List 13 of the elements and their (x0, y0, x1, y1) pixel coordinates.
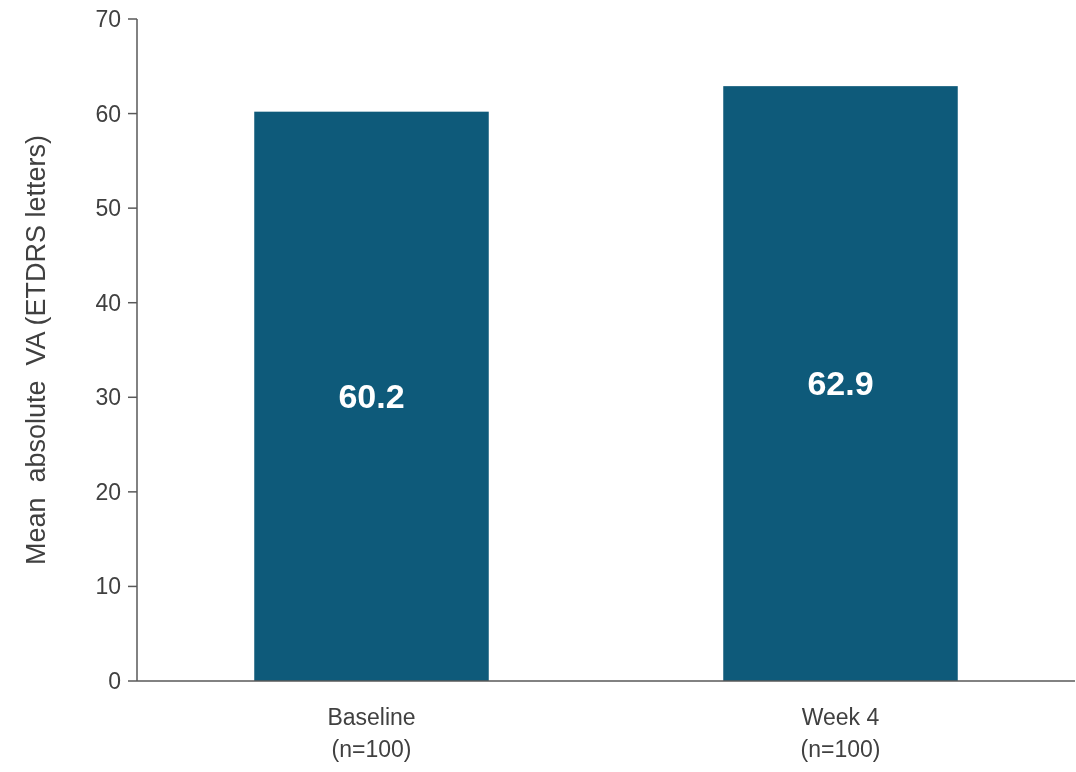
y-tick-label: 0 (108, 668, 121, 695)
data-label: 60.2 (338, 377, 405, 416)
y-tick-label: 30 (95, 384, 121, 411)
y-tick-label: 60 (95, 100, 121, 127)
x-tick-label: Baseline (n=100) (327, 704, 416, 762)
y-tick-label: 50 (95, 195, 121, 222)
x-tick-label: Week 4 (n=100) (800, 704, 881, 762)
data-label: 62.9 (807, 364, 874, 403)
y-tick-label: 70 (95, 6, 121, 33)
y-tick-label: 40 (95, 289, 121, 316)
y-tick-label: 10 (95, 573, 121, 600)
y-axis-title: Mean absolute VA (ETDRS letters) (21, 134, 51, 566)
y-tick-label: 20 (95, 478, 121, 505)
